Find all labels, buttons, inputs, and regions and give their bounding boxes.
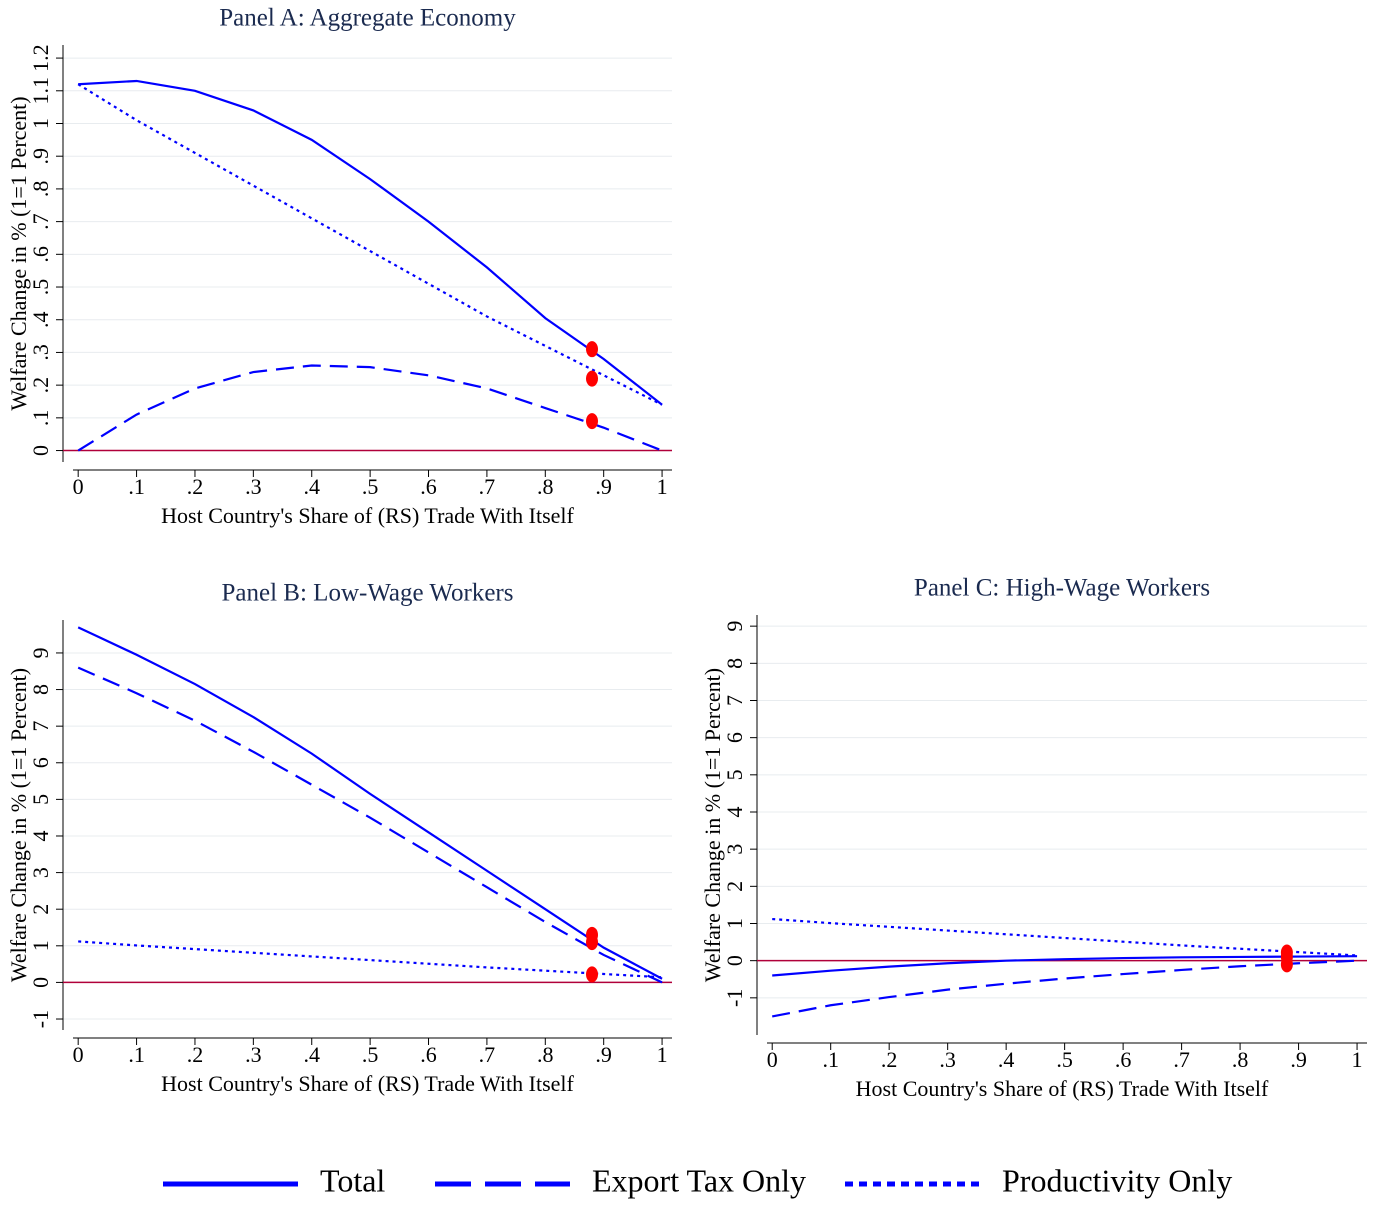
x-tick-label: .1	[822, 1047, 839, 1072]
x-tick-label: .4	[303, 1042, 320, 1067]
y-tick-label: .2	[28, 377, 53, 394]
x-tick-label: .2	[187, 1042, 204, 1067]
x-tick-label: .2	[187, 474, 204, 499]
x-tick-label: .9	[595, 474, 612, 499]
y-axis-label: Welfare Change in % (1=1 Percent)	[700, 668, 725, 982]
series-line	[77, 83, 663, 406]
y-tick-label: .5	[28, 279, 53, 296]
x-tick-label: .5	[1056, 1047, 1073, 1072]
y-tick-label: 2	[722, 881, 747, 892]
highlight-marker	[586, 341, 599, 358]
series-line	[77, 626, 663, 980]
x-tick-label: .2	[881, 1047, 898, 1072]
y-tick-label: 4	[722, 806, 747, 817]
x-axis-label: Host Country's Share of (RS) Trade With …	[161, 503, 574, 528]
legend-label: Total	[320, 1162, 385, 1198]
x-tick-label: 0	[73, 474, 84, 499]
x-tick-label: .6	[420, 1042, 437, 1067]
highlight-marker	[1280, 956, 1293, 973]
x-tick-label: .8	[1232, 1047, 1249, 1072]
y-axis-label: Welfare Change in % (1=1 Percent)	[6, 96, 31, 410]
y-tick-label: .3	[28, 344, 53, 361]
x-tick-label: .4	[998, 1047, 1015, 1072]
y-tick-label: 9	[722, 621, 747, 632]
x-tick-label: .5	[362, 474, 379, 499]
y-tick-label: 5	[722, 769, 747, 780]
y-tick-label: 1.1	[28, 77, 53, 105]
chart-title: Panel C: High-Wage Workers	[914, 575, 1210, 602]
x-axis-label: Host Country's Share of (RS) Trade With …	[161, 1071, 574, 1096]
x-tick-label: .6	[1115, 1047, 1132, 1072]
series-line	[771, 959, 1358, 1018]
y-tick-label: 1	[28, 118, 53, 129]
y-tick-label: 1	[28, 940, 53, 951]
y-tick-label: 6	[28, 757, 53, 768]
y-tick-label: .8	[28, 181, 53, 198]
highlight-marker	[586, 413, 599, 430]
y-tick-label: .7	[28, 213, 53, 230]
highlight-marker	[586, 370, 599, 387]
x-tick-label: .7	[479, 1042, 496, 1067]
x-tick-label: .6	[420, 474, 437, 499]
x-tick-label: .9	[1290, 1047, 1307, 1072]
y-tick-label: .9	[28, 148, 53, 165]
x-tick-label: 1	[657, 474, 668, 499]
highlight-marker	[586, 934, 599, 951]
chart-title: Panel B: Low-Wage Workers	[222, 580, 514, 607]
y-tick-label: 1	[722, 918, 747, 929]
x-axis-label: Host Country's Share of (RS) Trade With …	[856, 1076, 1269, 1101]
y-tick-label: 3	[722, 844, 747, 855]
y-tick-label: -1	[722, 989, 747, 1007]
y-tick-label: .4	[28, 311, 53, 328]
y-tick-label: 7	[28, 721, 53, 732]
x-tick-label: .1	[128, 474, 145, 499]
y-tick-label: 1.2	[28, 44, 53, 72]
x-tick-label: .3	[939, 1047, 956, 1072]
series-line	[772, 917, 1358, 957]
x-tick-label: 1	[1352, 1047, 1363, 1072]
legend-label: Productivity Only	[1002, 1162, 1232, 1198]
x-tick-label: .7	[1173, 1047, 1190, 1072]
y-tick-label: -1	[28, 1010, 53, 1028]
y-tick-label: 6	[722, 732, 747, 743]
x-tick-label: .1	[128, 1042, 145, 1067]
x-tick-label: .8	[537, 474, 554, 499]
x-tick-label: .4	[303, 474, 320, 499]
y-tick-label: 0	[722, 955, 747, 966]
x-tick-label: .7	[479, 474, 496, 499]
series-line	[78, 79, 663, 406]
series-line	[772, 955, 1358, 977]
highlight-marker	[586, 966, 599, 983]
series-line	[78, 940, 663, 979]
x-tick-label: .5	[362, 1042, 379, 1067]
x-tick-label: 0	[767, 1047, 778, 1072]
y-tick-label: .1	[28, 410, 53, 427]
x-tick-label: .9	[595, 1042, 612, 1067]
y-tick-label: 5	[28, 794, 53, 805]
series-line	[77, 364, 663, 452]
y-axis-label: Welfare Change in % (1=1 Percent)	[6, 668, 31, 982]
x-tick-label: .3	[245, 1042, 262, 1067]
y-tick-label: 0	[28, 977, 53, 988]
legend-label: Export Tax Only	[592, 1162, 806, 1198]
chart-title: Panel A: Aggregate Economy	[219, 5, 516, 32]
y-tick-label: 8	[722, 658, 747, 669]
x-tick-label: .3	[245, 474, 262, 499]
y-tick-label: 8	[28, 684, 53, 695]
y-tick-label: 0	[28, 445, 53, 456]
y-tick-label: 4	[28, 830, 53, 841]
y-tick-label: .6	[28, 246, 53, 262]
x-tick-label: .8	[537, 1042, 554, 1067]
x-tick-label: 1	[657, 1042, 668, 1067]
series-line	[77, 666, 663, 984]
y-tick-label: 9	[28, 647, 53, 658]
y-tick-label: 7	[722, 695, 747, 706]
x-tick-label: 0	[73, 1042, 84, 1067]
y-tick-label: 2	[28, 904, 53, 915]
y-tick-label: 3	[28, 867, 53, 878]
highlight-marker	[1280, 944, 1293, 961]
